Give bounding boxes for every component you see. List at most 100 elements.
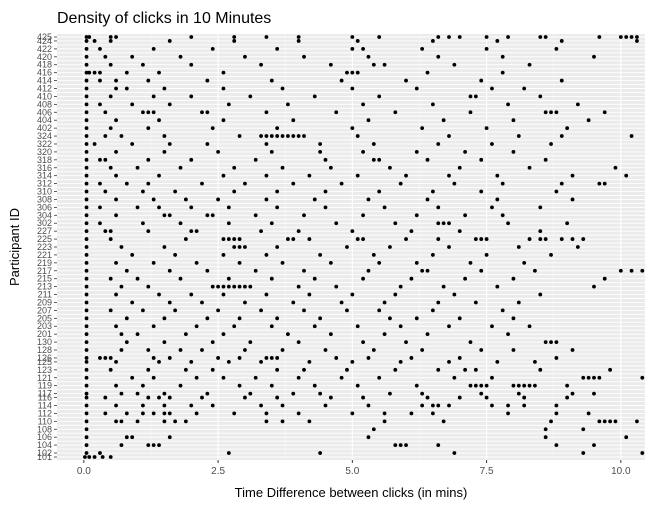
x-tick-label: 10.0	[611, 466, 631, 477]
data-point	[84, 78, 89, 83]
data-point	[151, 356, 156, 360]
data-point	[280, 165, 285, 170]
y-tick-label: 316	[37, 163, 52, 173]
data-point	[447, 35, 451, 39]
data-point	[84, 451, 89, 455]
y-tick-label: 116	[38, 393, 52, 403]
y-tick-label: 219	[37, 258, 52, 268]
data-point	[425, 332, 430, 337]
data-point	[259, 229, 263, 234]
data-point	[243, 284, 247, 289]
data-point	[253, 157, 258, 162]
x-tick-label: 7.5	[480, 466, 494, 477]
data-point	[575, 102, 580, 107]
data-point	[307, 237, 312, 241]
data-point	[248, 284, 253, 289]
data-point	[490, 142, 494, 146]
data-point	[382, 419, 387, 424]
data-point	[92, 455, 97, 459]
data-point	[436, 443, 441, 448]
data-point	[151, 260, 156, 265]
data-point	[84, 94, 89, 99]
data-point	[146, 78, 151, 83]
data-point	[388, 391, 392, 396]
x-tick-label: 5.0	[345, 466, 359, 477]
data-point	[302, 134, 306, 138]
data-point	[597, 375, 602, 380]
data-point	[275, 367, 280, 372]
data-point	[286, 134, 290, 138]
data-point	[146, 229, 151, 234]
data-point	[495, 197, 500, 202]
data-point	[323, 348, 328, 352]
x-tick-label: 0.0	[77, 466, 91, 477]
data-point	[84, 110, 89, 115]
data-point	[302, 213, 306, 218]
data-point	[592, 391, 596, 396]
data-point	[183, 332, 188, 337]
data-point	[404, 340, 408, 344]
data-point	[194, 229, 199, 234]
data-point	[243, 245, 247, 249]
y-tick-label: 211	[38, 290, 52, 300]
data-point	[84, 435, 89, 440]
data-point	[124, 340, 129, 344]
data-point	[108, 276, 113, 281]
data-point	[124, 268, 129, 273]
data-point	[178, 221, 183, 226]
data-point	[565, 221, 570, 226]
data-point	[506, 403, 510, 408]
data-point	[425, 70, 430, 75]
data-point	[84, 367, 89, 372]
data-point	[248, 391, 253, 396]
data-point	[130, 102, 135, 107]
data-point	[441, 118, 446, 123]
data-point	[84, 205, 89, 210]
data-point	[226, 276, 231, 281]
data-point	[205, 213, 210, 218]
data-point	[151, 443, 156, 448]
y-tick-label: 304	[37, 210, 52, 220]
y-tick-label: 126	[37, 353, 52, 363]
data-point	[414, 213, 419, 218]
data-point	[130, 435, 135, 440]
data-point	[103, 229, 108, 234]
data-point	[84, 229, 89, 234]
data-point	[205, 316, 210, 321]
data-point	[216, 150, 220, 154]
data-point	[495, 284, 500, 289]
data-point	[441, 419, 446, 424]
data-point	[151, 110, 156, 115]
data-point	[269, 356, 274, 360]
data-point	[280, 134, 285, 138]
data-point	[98, 102, 102, 107]
data-point	[291, 118, 296, 123]
data-point	[264, 253, 269, 257]
data-point	[511, 383, 516, 388]
y-tick-label: 420	[37, 52, 52, 62]
data-point	[473, 383, 478, 388]
data-point	[473, 367, 478, 372]
data-point	[162, 340, 167, 344]
data-point	[484, 35, 489, 39]
data-point	[463, 150, 468, 154]
data-point	[167, 213, 172, 218]
data-point	[549, 340, 553, 344]
data-point	[522, 86, 527, 91]
data-point	[119, 419, 124, 424]
data-point	[457, 165, 462, 170]
data-point	[103, 356, 108, 360]
data-point	[318, 253, 323, 257]
data-point	[84, 443, 89, 448]
data-point	[232, 411, 237, 416]
data-point	[269, 324, 274, 329]
data-point	[146, 126, 151, 131]
data-point	[366, 356, 371, 360]
data-point	[484, 383, 489, 388]
data-point	[377, 308, 382, 313]
data-point	[84, 35, 89, 39]
data-point	[151, 197, 156, 202]
data-point	[468, 260, 473, 265]
data-point	[377, 260, 382, 265]
data-point	[409, 356, 414, 360]
